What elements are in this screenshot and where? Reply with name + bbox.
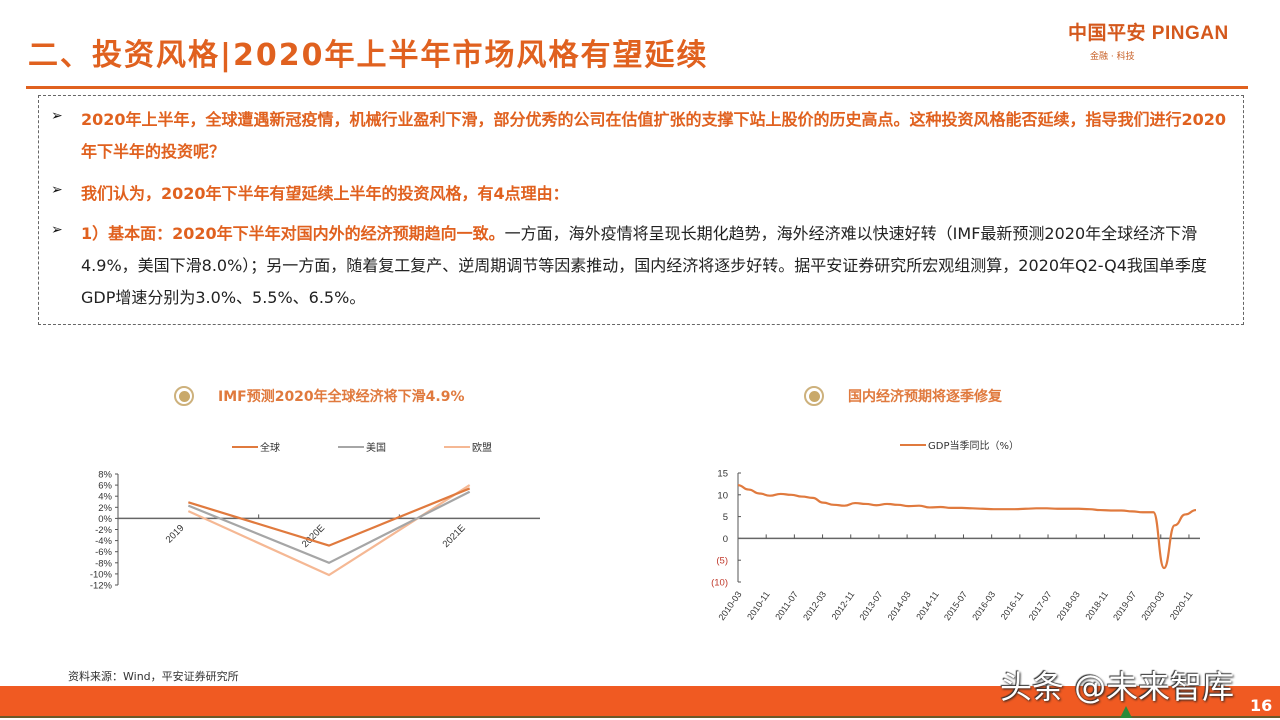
svg-text:2013-07: 2013-07 (857, 589, 884, 622)
chart1-title: IMF预测2020年全球经济将下滑4.9% (218, 389, 465, 405)
svg-text:2%: 2% (98, 503, 112, 514)
svg-text:2020E: 2020E (300, 523, 327, 550)
svg-text:2018-11: 2018-11 (1083, 589, 1110, 621)
title-divider (26, 86, 1248, 89)
target-bullet-icon (174, 386, 194, 406)
svg-text:2017-07: 2017-07 (1027, 589, 1054, 622)
svg-text:15: 15 (717, 469, 728, 480)
bullet-item: ➢ 1）基本面：2020年下半年对国内外的经济预期趋向一致。一方面，海外疫情将呈… (51, 218, 1231, 314)
svg-text:2010-03: 2010-03 (717, 589, 744, 622)
arrow-bullet-icon: ➢ (51, 182, 63, 198)
svg-text:2019-07: 2019-07 (1111, 589, 1138, 622)
svg-text:(5): (5) (716, 556, 728, 567)
svg-text:2014-03: 2014-03 (886, 589, 913, 622)
svg-text:-4%: -4% (95, 536, 112, 547)
svg-text:-12%: -12% (90, 581, 113, 592)
arrow-bullet-icon: ➢ (51, 222, 63, 238)
bullet-highlight: 我们认为，2020年下半年有望延续上半年的投资风格，有4点理由： (81, 184, 569, 203)
chart1-header: IMF预测2020年全球经济将下滑4.9% (174, 386, 465, 406)
svg-text:-8%: -8% (95, 558, 112, 569)
svg-text:2021E: 2021E (441, 523, 468, 550)
svg-text:2012-03: 2012-03 (801, 589, 828, 622)
source-note: 资料来源：Wind，平安证券研究所 (68, 670, 239, 683)
svg-text:2015-07: 2015-07 (942, 589, 969, 622)
bullet-highlight: 1）基本面：2020年下半年对国内外的经济预期趋向一致。 (81, 224, 505, 243)
svg-text:8%: 8% (98, 470, 112, 481)
svg-text:2010-11: 2010-11 (745, 589, 772, 621)
chart2-header: 国内经济预期将逐季修复 (804, 386, 1002, 406)
svg-text:2016-11: 2016-11 (999, 589, 1026, 621)
watermark: 头条 @未来智库 (1000, 668, 1235, 706)
svg-text:2014-11: 2014-11 (914, 589, 941, 621)
bullet-item: ➢ 2020年上半年，全球遭遇新冠疫情，机械行业盈利下滑，部分优秀的公司在估值扩… (51, 104, 1231, 168)
content-box: ➢ 2020年上半年，全球遭遇新冠疫情，机械行业盈利下滑，部分优秀的公司在估值扩… (38, 95, 1244, 325)
svg-text:2020-11: 2020-11 (1168, 589, 1195, 621)
svg-text:2020-03: 2020-03 (1139, 589, 1166, 622)
chart1-plot: 8%6%4%2%0%-2%-4%-6%-8%-10%-12% 2019 2020E 2… (90, 470, 540, 592)
svg-text:2018-03: 2018-03 (1055, 589, 1082, 622)
svg-text:-10%: -10% (90, 569, 113, 580)
svg-text:-6%: -6% (95, 547, 112, 558)
svg-text:2019: 2019 (164, 523, 187, 546)
legend-item-global: 全球 (232, 439, 280, 454)
chart1-legend: 全球 美国 欧盟 (232, 439, 550, 454)
svg-text:2016-03: 2016-03 (970, 589, 997, 622)
svg-text:5: 5 (723, 512, 728, 523)
arrow-bullet-icon: ➢ (51, 108, 63, 124)
svg-text:6%: 6% (98, 481, 112, 492)
svg-text:2012-11: 2012-11 (830, 589, 857, 621)
svg-text:0%: 0% (98, 514, 112, 525)
page-title: 二、投资风格|2020年上半年市场风格有望延续 (28, 38, 709, 73)
logo-main-text: 中国平安 PINGAN (1068, 23, 1229, 44)
svg-text:2011-07: 2011-07 (773, 589, 800, 621)
legend-item-gdp: GDP当季同比（%） (900, 437, 1019, 452)
pingan-logo: 中国平安 PINGAN 金融 · 科技 (1068, 18, 1268, 62)
chart2-title: 国内经济预期将逐季修复 (848, 389, 1002, 405)
svg-text:10: 10 (717, 490, 728, 501)
bullet-item: ➢ 我们认为，2020年下半年有望延续上半年的投资风格，有4点理由： (51, 178, 1231, 210)
triangle-marker-icon (1120, 706, 1132, 718)
target-bullet-icon (804, 386, 824, 406)
svg-text:-2%: -2% (95, 525, 112, 536)
svg-text:4%: 4% (98, 492, 112, 503)
svg-text:0: 0 (723, 534, 728, 545)
page-number: 16 (1250, 696, 1273, 715)
svg-text:(10): (10) (711, 578, 728, 589)
chart2-plot: 15 10 5 0 (5) (10)2010-03 2010-11 2011-07 2012-0… (711, 469, 1200, 622)
legend-item-us: 美国 (338, 439, 386, 454)
logo-tagline: 金融 · 科技 (1090, 52, 1135, 62)
bullet-body: 一方面，海外疫情将呈现长期化趋势，海外经济难以快速好转（IMF最新预测2020年… (81, 224, 1207, 307)
bullet-highlight: 2020年上半年，全球遭遇新冠疫情，机械行业盈利下滑，部分优秀的公司在估值扩张的… (81, 110, 1227, 161)
chart2-legend: GDP当季同比（%） (900, 437, 1077, 452)
footer-bar (0, 686, 1280, 718)
legend-item-eu: 欧盟 (444, 439, 492, 454)
